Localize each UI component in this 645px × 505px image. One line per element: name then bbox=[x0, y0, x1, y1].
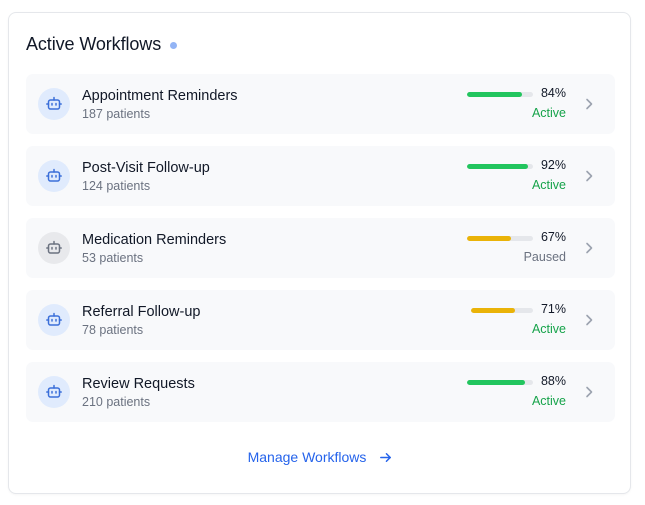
chevron-right-icon bbox=[586, 170, 593, 182]
chevron-right-icon bbox=[586, 98, 593, 110]
workflow-name: Post-Visit Follow-up bbox=[82, 160, 210, 176]
workflow-row-4[interactable]: Referral Follow-up 78 patients 71% Activ… bbox=[26, 290, 615, 350]
card-header: Active Workflows bbox=[26, 33, 178, 55]
robot-icon bbox=[46, 384, 62, 398]
workflow-name: Review Requests bbox=[82, 376, 195, 392]
workflow-percent: 67% bbox=[540, 230, 566, 244]
workflow-patient-count: 210 patients bbox=[82, 395, 151, 409]
workflow-status: Active bbox=[531, 106, 566, 120]
workflow-status: Active bbox=[531, 394, 566, 408]
workflow-name: Appointment Reminders bbox=[82, 88, 238, 104]
workflow-status: Active bbox=[531, 322, 566, 336]
workflow-progress-bar bbox=[467, 236, 533, 241]
workflow-progress-fill bbox=[467, 92, 523, 97]
workflow-progress-bar bbox=[467, 380, 533, 385]
workflow-patient-count: 53 patients bbox=[82, 251, 144, 265]
workflow-patient-count: 78 patients bbox=[82, 323, 144, 337]
workflow-percent: 71% bbox=[540, 302, 566, 316]
robot-icon bbox=[46, 96, 62, 110]
workflow-list: Appointment Reminders 187 patients 84% A… bbox=[26, 74, 615, 434]
workflow-row-1[interactable]: Appointment Reminders 187 patients 84% A… bbox=[26, 74, 615, 134]
workflow-progress-fill bbox=[471, 308, 516, 313]
workflow-status: Paused bbox=[523, 250, 566, 264]
chevron-right-icon bbox=[586, 242, 593, 254]
workflow-patient-count: 124 patients bbox=[82, 179, 151, 193]
workflow-row-5[interactable]: Review Requests 210 patients 88% Active bbox=[26, 362, 615, 422]
chevron-right-icon bbox=[586, 314, 593, 326]
manage-workflows-label: Manage Workflows bbox=[247, 449, 367, 465]
arrow-right-icon bbox=[380, 452, 392, 462]
robot-icon bbox=[46, 240, 62, 254]
robot-icon bbox=[46, 312, 62, 326]
workflow-progress-bar bbox=[467, 164, 533, 169]
workflow-progress-fill bbox=[467, 236, 512, 241]
robot-icon bbox=[46, 168, 62, 182]
status-dot bbox=[170, 41, 178, 49]
workflow-avatar bbox=[38, 88, 70, 120]
workflow-progress-bar bbox=[471, 308, 533, 313]
manage-workflows-link[interactable]: Manage Workflows bbox=[9, 449, 632, 465]
workflow-avatar bbox=[38, 304, 70, 336]
workflow-avatar bbox=[38, 232, 70, 264]
workflow-percent: 88% bbox=[540, 374, 566, 388]
workflow-avatar bbox=[38, 160, 70, 192]
workflow-name: Medication Reminders bbox=[82, 232, 227, 248]
workflow-status: Active bbox=[531, 178, 566, 192]
workflow-name: Referral Follow-up bbox=[82, 304, 201, 320]
card-title: Active Workflows bbox=[26, 33, 162, 54]
workflow-row-3[interactable]: Medication Reminders 53 patients 67% Pau… bbox=[26, 218, 615, 278]
workflow-avatar bbox=[38, 376, 70, 408]
active-workflows-card: Active Workflows Appointment Reminders 1… bbox=[8, 12, 631, 494]
workflow-progress-bar bbox=[467, 92, 533, 97]
workflow-progress-fill bbox=[467, 380, 526, 385]
workflow-percent: 92% bbox=[540, 158, 566, 172]
workflow-row-2[interactable]: Post-Visit Follow-up 124 patients 92% Ac… bbox=[26, 146, 615, 206]
chevron-right-icon bbox=[586, 386, 593, 398]
workflow-percent: 84% bbox=[540, 86, 566, 100]
workflow-progress-fill bbox=[467, 164, 528, 169]
workflow-patient-count: 187 patients bbox=[82, 107, 151, 121]
